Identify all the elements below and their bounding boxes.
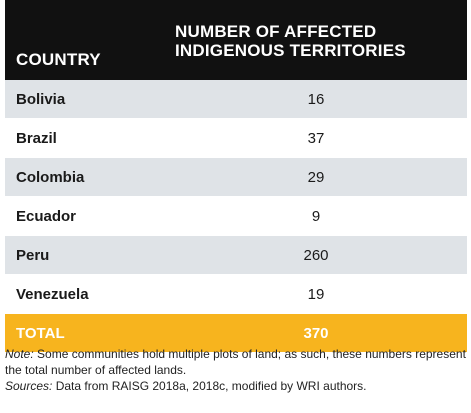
value-cell: 16 <box>165 80 467 119</box>
table-row: Bolivia 16 <box>5 80 467 119</box>
header-affected-territories: NUMBER OF AFFECTED INDIGENOUS TERRITORIE… <box>165 0 467 80</box>
value-cell: 19 <box>165 274 467 314</box>
table-header: COUNTRY NUMBER OF AFFECTED INDIGENOUS TE… <box>5 0 467 80</box>
table-body: Bolivia 16 Brazil 37 Colombia 29 Ecuador… <box>5 80 467 353</box>
sources-text: Data from RAISG 2018a, 2018c, modified b… <box>52 379 367 393</box>
total-value: 370 <box>165 313 467 353</box>
value-cell: 29 <box>165 157 467 197</box>
table-notes: Note: Some communities hold multiple plo… <box>5 346 467 394</box>
sources-paragraph: Sources: Data from RAISG 2018a, 2018c, m… <box>5 378 467 394</box>
country-cell: Venezuela <box>5 274 165 314</box>
table-row: Venezuela 19 <box>5 274 467 314</box>
affected-territories-table: COUNTRY NUMBER OF AFFECTED INDIGENOUS TE… <box>5 0 467 353</box>
header-value-line1: NUMBER OF AFFECTED <box>175 22 377 41</box>
value-cell: 37 <box>165 118 467 158</box>
value-cell: 9 <box>165 196 467 236</box>
table-row: Peru 260 <box>5 235 467 275</box>
sources-label: Sources: <box>5 379 53 393</box>
table-row: Brazil 37 <box>5 118 467 158</box>
note-label: Note: <box>5 347 34 361</box>
value-cell: 260 <box>165 235 467 275</box>
header-value-line2: INDIGENOUS TERRITORIES <box>175 41 406 60</box>
header-country: COUNTRY <box>5 0 165 80</box>
country-cell: Ecuador <box>5 196 165 236</box>
header-row: COUNTRY NUMBER OF AFFECTED INDIGENOUS TE… <box>5 0 467 80</box>
country-cell: Bolivia <box>5 80 165 119</box>
total-label: TOTAL <box>5 313 165 353</box>
table-row: Ecuador 9 <box>5 196 467 236</box>
total-row: TOTAL 370 <box>5 313 467 353</box>
note-text: Some communities hold multiple plots of … <box>5 347 466 377</box>
country-cell: Peru <box>5 235 165 275</box>
table-row: Colombia 29 <box>5 157 467 197</box>
note-paragraph: Note: Some communities hold multiple plo… <box>5 346 467 378</box>
country-cell: Brazil <box>5 118 165 158</box>
country-cell: Colombia <box>5 157 165 197</box>
